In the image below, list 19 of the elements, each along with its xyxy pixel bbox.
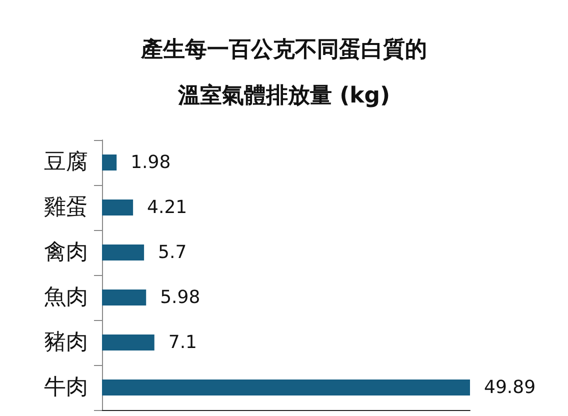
data-label: 4.21 bbox=[147, 197, 188, 218]
y-tick-label: 雞蛋 bbox=[44, 195, 88, 220]
y-tick-label: 牛肉 bbox=[44, 375, 88, 400]
y-tick-label: 禽肉 bbox=[44, 240, 88, 265]
y-tick-label: 魚肉 bbox=[44, 285, 88, 310]
bar bbox=[102, 154, 117, 170]
bar bbox=[102, 334, 154, 350]
y-tick-label: 豬肉 bbox=[44, 330, 88, 355]
y-tick-label: 豆腐 bbox=[44, 150, 88, 175]
bar bbox=[102, 244, 144, 260]
data-label: 5.98 bbox=[160, 287, 200, 308]
chart-title: 產生每一百公克不同蛋白質的溫室氣體排放量 (kg) bbox=[140, 36, 427, 108]
bar bbox=[102, 290, 146, 306]
bar bbox=[102, 200, 134, 216]
bar bbox=[102, 380, 470, 396]
data-label: 7.1 bbox=[168, 332, 198, 353]
data-label: 49.89 bbox=[484, 377, 536, 398]
data-label: 5.7 bbox=[158, 242, 187, 263]
data-label: 1.98 bbox=[130, 152, 171, 173]
